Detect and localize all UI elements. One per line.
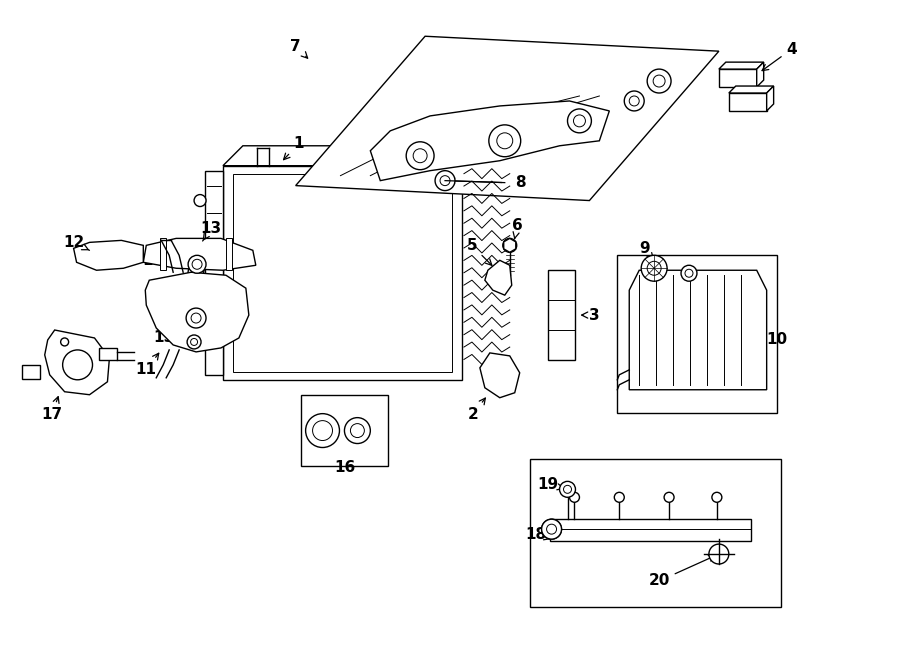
Bar (550, 519, 751, 541)
Polygon shape (480, 353, 519, 398)
Circle shape (709, 544, 729, 564)
Text: 16: 16 (334, 461, 356, 475)
Circle shape (681, 265, 697, 281)
Polygon shape (223, 146, 482, 166)
Circle shape (563, 485, 572, 493)
Polygon shape (45, 330, 110, 395)
Circle shape (406, 142, 434, 170)
Text: 6: 6 (512, 218, 523, 239)
Circle shape (647, 69, 671, 93)
Polygon shape (757, 62, 764, 87)
Circle shape (306, 414, 339, 447)
Text: 10: 10 (766, 332, 788, 348)
Circle shape (312, 420, 332, 440)
Circle shape (568, 109, 591, 133)
Circle shape (191, 313, 201, 323)
Polygon shape (719, 62, 764, 69)
Circle shape (413, 149, 428, 163)
Text: 17: 17 (41, 397, 62, 422)
Bar (100, 348, 117, 360)
Text: 9: 9 (639, 241, 654, 260)
Polygon shape (145, 272, 248, 352)
Bar (530, 459, 780, 607)
Text: 5: 5 (466, 238, 492, 265)
Circle shape (186, 308, 206, 328)
Circle shape (546, 524, 556, 534)
Polygon shape (296, 36, 719, 200)
Text: 2: 2 (467, 398, 485, 422)
Circle shape (625, 91, 644, 111)
Circle shape (573, 115, 585, 127)
Polygon shape (485, 260, 512, 295)
Circle shape (653, 75, 665, 87)
Text: 13: 13 (201, 221, 221, 241)
Text: 19: 19 (537, 477, 564, 492)
Bar (223, 166, 462, 380)
Bar (233, 174, 452, 372)
Text: 18: 18 (525, 527, 550, 541)
Circle shape (615, 492, 625, 502)
Circle shape (542, 519, 562, 539)
Circle shape (60, 338, 68, 346)
Bar (617, 255, 777, 412)
Bar (301, 395, 388, 467)
Polygon shape (74, 241, 143, 270)
Circle shape (63, 350, 93, 380)
Circle shape (188, 255, 206, 273)
Circle shape (685, 269, 693, 277)
Circle shape (191, 338, 198, 346)
Circle shape (345, 418, 370, 444)
Circle shape (712, 492, 722, 502)
Circle shape (350, 424, 365, 438)
Bar (22, 365, 40, 379)
Circle shape (542, 519, 562, 539)
Polygon shape (629, 270, 767, 390)
Circle shape (435, 171, 455, 190)
Text: 7: 7 (291, 39, 308, 58)
Circle shape (560, 481, 575, 497)
Circle shape (497, 133, 513, 149)
Circle shape (641, 255, 667, 281)
Circle shape (192, 259, 202, 269)
Text: 4: 4 (762, 42, 796, 71)
Text: 1: 1 (284, 136, 304, 160)
Polygon shape (729, 86, 774, 93)
Circle shape (546, 524, 556, 534)
Bar (719, 69, 757, 87)
Circle shape (664, 492, 674, 502)
Polygon shape (504, 239, 516, 253)
Circle shape (629, 96, 639, 106)
Circle shape (570, 492, 580, 502)
Text: 11: 11 (136, 353, 158, 377)
Circle shape (440, 176, 450, 186)
Circle shape (489, 125, 521, 157)
Bar (547, 270, 575, 360)
Circle shape (194, 194, 206, 206)
Polygon shape (143, 239, 256, 270)
Polygon shape (767, 86, 774, 111)
Text: 15: 15 (154, 330, 184, 346)
Text: 8: 8 (515, 175, 526, 190)
Text: 14: 14 (143, 253, 184, 268)
Circle shape (647, 261, 662, 275)
Bar (226, 239, 232, 270)
Circle shape (187, 335, 201, 349)
Circle shape (503, 239, 517, 253)
Polygon shape (370, 101, 609, 180)
Text: 3: 3 (581, 307, 599, 323)
Bar (160, 239, 166, 270)
Bar (205, 171, 223, 375)
Text: 12: 12 (63, 235, 89, 251)
Text: 20: 20 (648, 555, 716, 588)
Bar (729, 93, 767, 111)
